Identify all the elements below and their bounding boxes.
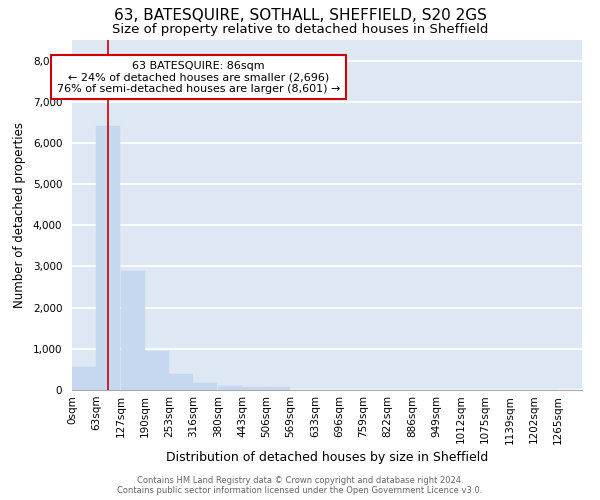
Text: 63 BATESQUIRE: 86sqm
← 24% of detached houses are smaller (2,696)
76% of semi-de: 63 BATESQUIRE: 86sqm ← 24% of detached h… bbox=[57, 60, 340, 94]
Bar bbox=[218, 386, 242, 390]
Text: Contains HM Land Registry data © Crown copyright and database right 2024.
Contai: Contains HM Land Registry data © Crown c… bbox=[118, 476, 482, 495]
Y-axis label: Number of detached properties: Number of detached properties bbox=[13, 122, 26, 308]
Bar bbox=[145, 351, 169, 390]
Bar bbox=[169, 374, 193, 390]
Text: Size of property relative to detached houses in Sheffield: Size of property relative to detached ho… bbox=[112, 22, 488, 36]
Bar bbox=[242, 387, 266, 390]
Bar bbox=[121, 270, 145, 390]
X-axis label: Distribution of detached houses by size in Sheffield: Distribution of detached houses by size … bbox=[166, 450, 488, 464]
Bar bbox=[96, 126, 120, 390]
Bar bbox=[193, 383, 217, 390]
Bar bbox=[266, 388, 290, 390]
Text: 63, BATESQUIRE, SOTHALL, SHEFFIELD, S20 2GS: 63, BATESQUIRE, SOTHALL, SHEFFIELD, S20 … bbox=[113, 8, 487, 22]
Bar bbox=[72, 368, 96, 390]
